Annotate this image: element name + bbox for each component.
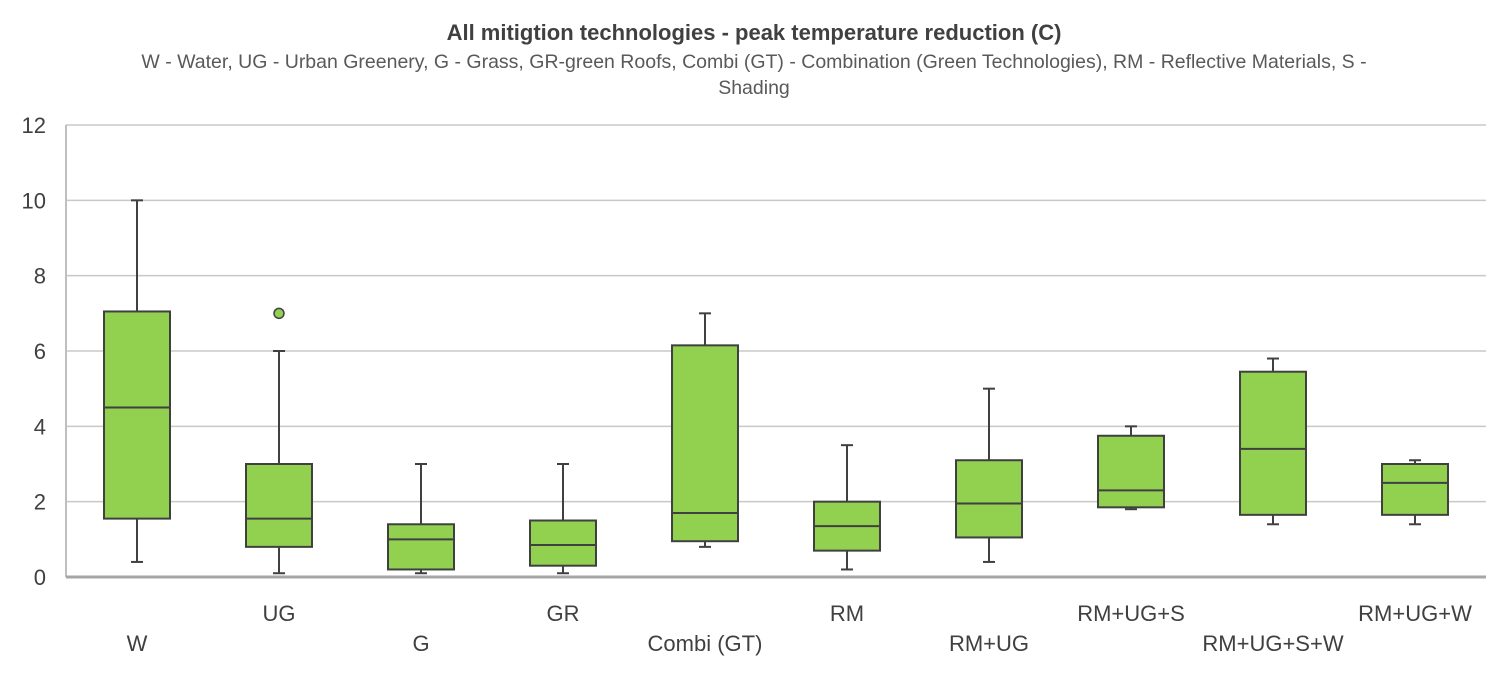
box-combi-gt- [671, 312, 739, 548]
y-tick-label: 8 [34, 264, 46, 289]
iqr-box [245, 463, 313, 548]
category-label: RM+UG+S [1077, 601, 1185, 626]
iqr-box [529, 519, 597, 567]
box-rm-ug-w [1381, 459, 1449, 526]
iqr-box [671, 344, 739, 543]
iqr-box [1381, 463, 1449, 516]
axes: 0 2 4 6 8 10 12 [22, 113, 1486, 590]
y-tick-label: 10 [22, 188, 46, 213]
chart-subtitle: W - Water, UG - Urban Greenery, G - Gras… [141, 51, 1367, 99]
category-label: UG [263, 601, 296, 626]
y-tick-label: 12 [22, 113, 46, 138]
category-labels: W UG G GR Combi (GT) RM RM+UG RM+UG+S RM+UG+S+W R… [127, 601, 1472, 656]
box-w [103, 199, 171, 563]
category-label: RM+UG+W [1358, 601, 1472, 626]
box-g [387, 463, 455, 575]
category-label: G [412, 631, 429, 656]
y-tick-label: 0 [34, 565, 46, 590]
category-label: GR [547, 601, 580, 626]
iqr-box [387, 523, 455, 571]
box-gr [529, 463, 597, 575]
y-tick-label: 2 [34, 490, 46, 515]
iqr-box [1239, 370, 1307, 516]
category-label: RM+UG [949, 631, 1029, 656]
category-label: W [127, 631, 148, 656]
iqr-box [1097, 434, 1165, 509]
box-rm-ug-s-w [1239, 357, 1307, 526]
box-ug [245, 307, 313, 575]
chart-title: All mitigtion technologies - peak temper… [446, 20, 1062, 45]
y-tick-label: 4 [34, 414, 46, 439]
y-tick-label: 6 [34, 339, 46, 364]
box-rm-ug [955, 387, 1023, 563]
iqr-box [955, 459, 1023, 539]
boxes [103, 199, 1449, 575]
category-label: Combi (GT) [648, 631, 763, 656]
box-rm [813, 444, 881, 571]
category-label: RM [830, 601, 864, 626]
box-rm-ug-s [1097, 425, 1165, 511]
outlier-point [273, 307, 285, 320]
iqr-box [103, 310, 171, 520]
category-label: RM+UG+S+W [1202, 631, 1343, 656]
